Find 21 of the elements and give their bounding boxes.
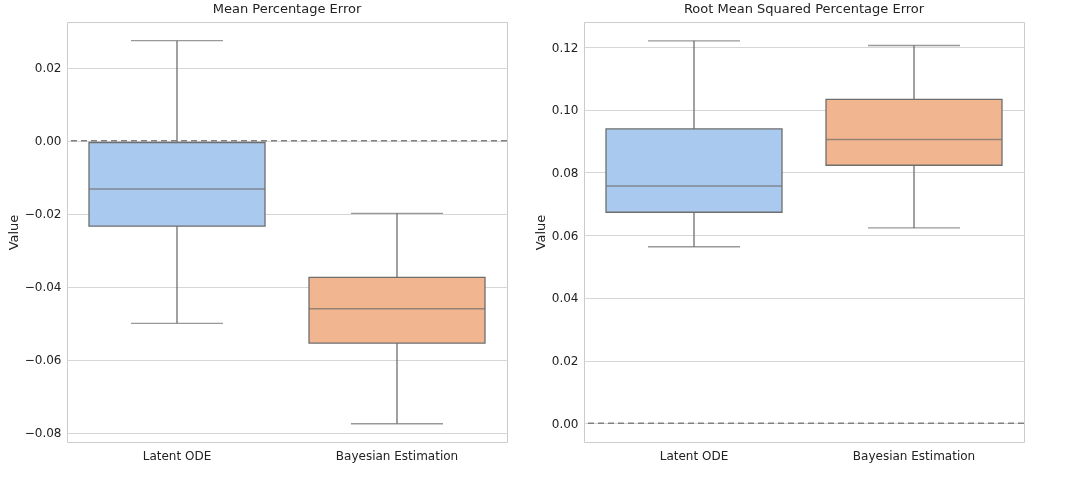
chart-title: Root Mean Squared Percentage Error <box>683 1 925 16</box>
y-tick-label: 0.06 <box>551 228 579 243</box>
y-tick-label: 0.00 <box>34 134 62 149</box>
y-tick-label: −0.08 <box>24 426 62 441</box>
x-tick-label: Bayesian Estimation <box>335 448 459 463</box>
y-tick-label: 0.02 <box>551 354 579 369</box>
y-tick-label: 0.02 <box>34 61 62 76</box>
y-tick-label: −0.06 <box>24 353 62 368</box>
y-tick-label: 0.12 <box>551 40 579 55</box>
y-axis-title: Value <box>5 214 21 251</box>
y-tick-label: −0.04 <box>24 280 62 295</box>
y-tick-label: 0.04 <box>551 291 579 306</box>
x-tick-label: Latent ODE <box>659 448 729 463</box>
y-tick-label: 0.00 <box>551 416 579 431</box>
x-tick-label: Bayesian Estimation <box>852 448 976 463</box>
y-tick-label: 0.08 <box>551 165 579 180</box>
y-tick-label: −0.02 <box>24 207 62 222</box>
chart-title: Mean Percentage Error <box>212 1 362 16</box>
y-tick-label: 0.10 <box>551 103 579 118</box>
y-axis-title: Value <box>532 214 548 251</box>
x-tick-label: Latent ODE <box>142 448 212 463</box>
